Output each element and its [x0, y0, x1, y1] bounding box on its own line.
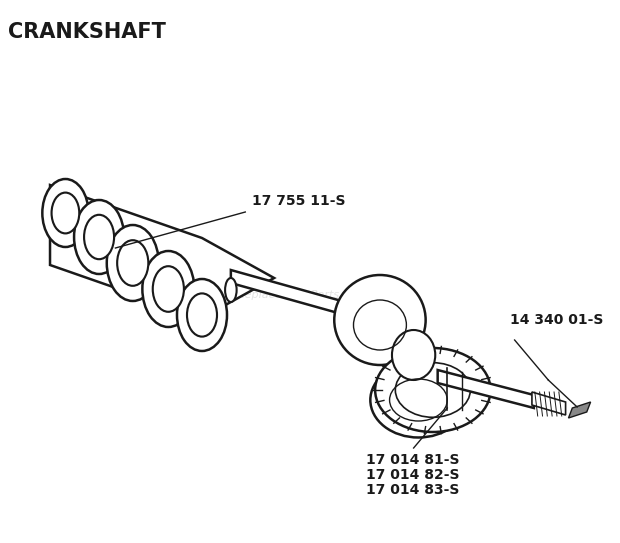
Ellipse shape — [375, 348, 490, 432]
Ellipse shape — [334, 275, 426, 365]
Ellipse shape — [153, 266, 184, 312]
Text: 14 340 01-S: 14 340 01-S — [510, 313, 603, 327]
Ellipse shape — [84, 215, 114, 259]
Text: CRANKSHAFT: CRANKSHAFT — [7, 22, 166, 42]
Ellipse shape — [187, 293, 217, 337]
Ellipse shape — [51, 193, 79, 233]
Polygon shape — [532, 392, 565, 415]
Text: 17 014 83-S: 17 014 83-S — [366, 483, 459, 497]
Ellipse shape — [177, 279, 227, 351]
Ellipse shape — [225, 278, 237, 302]
Polygon shape — [231, 270, 356, 318]
Ellipse shape — [143, 251, 194, 327]
Ellipse shape — [117, 240, 148, 286]
Polygon shape — [569, 402, 591, 418]
Text: 17 014 81-S: 17 014 81-S — [366, 453, 459, 467]
Text: 17 014 82-S: 17 014 82-S — [366, 468, 459, 482]
Ellipse shape — [370, 363, 466, 438]
Polygon shape — [438, 370, 534, 408]
Ellipse shape — [392, 330, 435, 380]
Ellipse shape — [396, 363, 471, 418]
Ellipse shape — [42, 179, 89, 247]
Polygon shape — [50, 185, 274, 318]
Text: eReplacementParts.com: eReplacementParts.com — [230, 290, 366, 300]
Ellipse shape — [74, 200, 124, 274]
Text: 17 755 11-S: 17 755 11-S — [252, 194, 345, 208]
Ellipse shape — [107, 225, 159, 301]
